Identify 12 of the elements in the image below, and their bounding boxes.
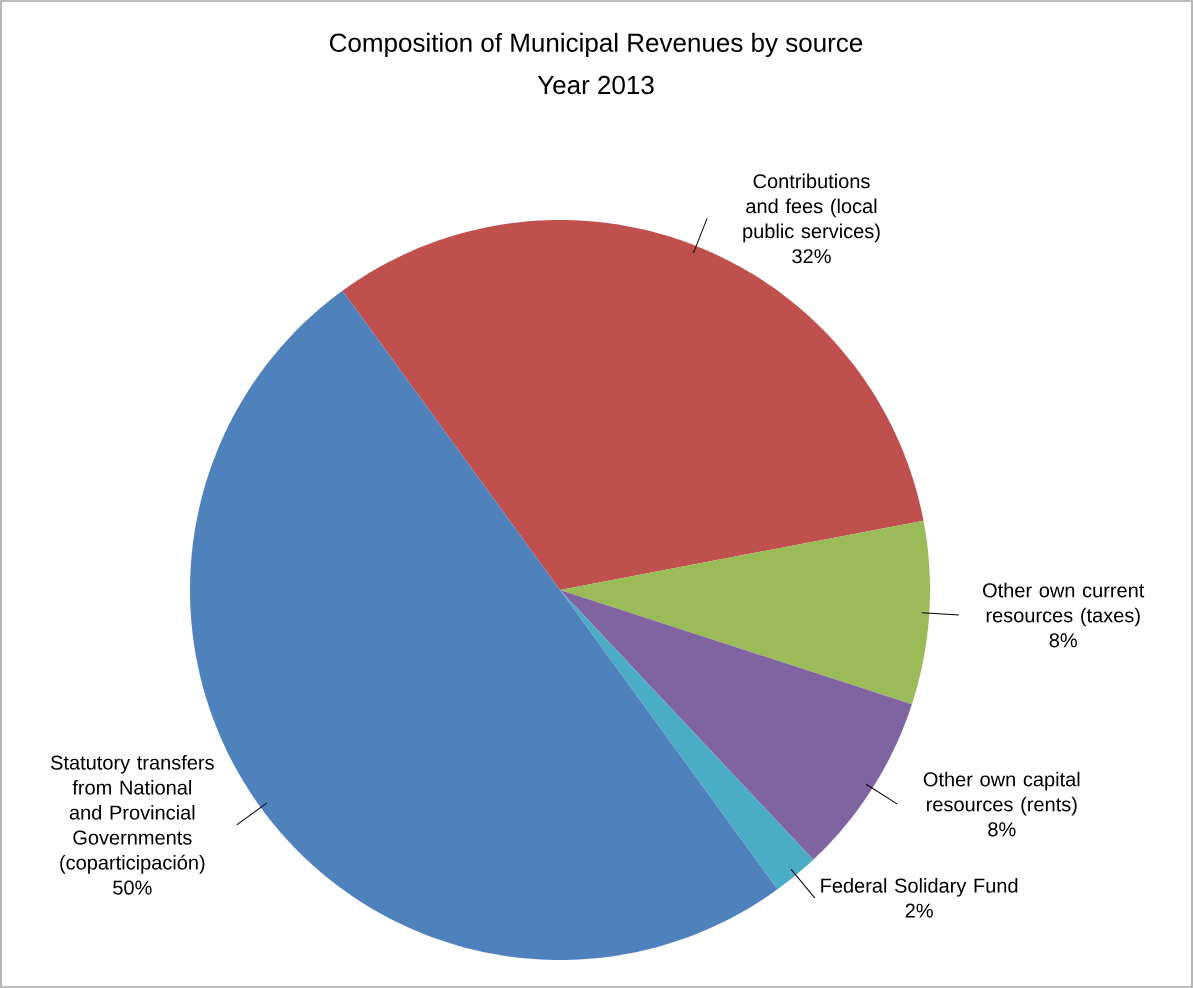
slice-label: Statutory transfers from National and Provincial Governments (coparticipación) xyxy=(50,755,214,874)
chart-title: Composition of Municipal Revenues by source xyxy=(329,32,863,58)
slice-label: Contributions and fees (local public services) xyxy=(743,173,880,243)
data-label: 8% xyxy=(1049,633,1077,648)
chart-subtitle: Year 2013 xyxy=(537,75,654,95)
data-label: 8% xyxy=(988,822,1016,837)
data-label: 32% xyxy=(792,249,831,264)
slice-label: Federal Solidary Fund xyxy=(821,878,1018,897)
slice-label: Other own capital resources (rents) xyxy=(923,771,1080,816)
data-label: 2% xyxy=(905,903,933,918)
data-label: 50% xyxy=(113,880,152,895)
slice-label: Other own current resources (taxes) xyxy=(983,582,1145,627)
